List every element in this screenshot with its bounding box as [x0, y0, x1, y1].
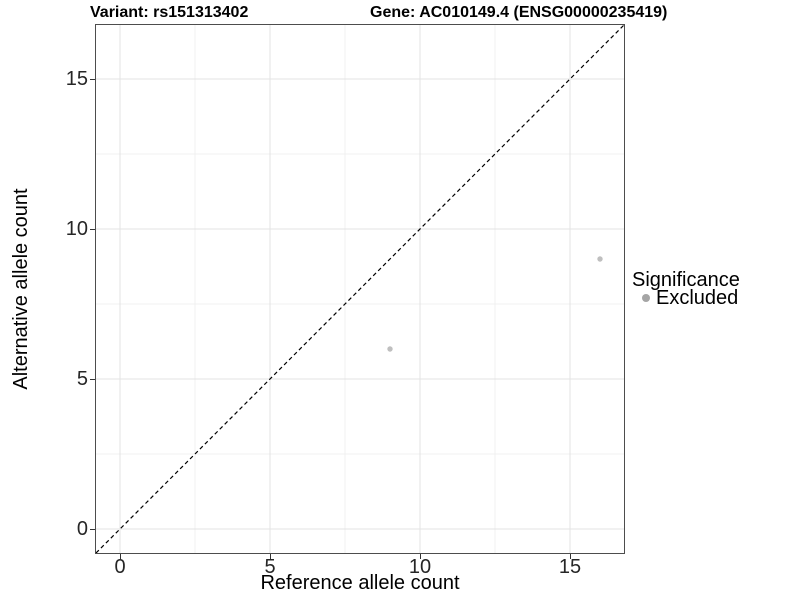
- legend-excluded-label: Excluded: [656, 287, 739, 309]
- x-axis-tick-mark: [269, 554, 271, 559]
- y-axis-tick-mark: [90, 378, 95, 380]
- legend-title: Significance: [632, 269, 740, 291]
- y-tick-label-0: 0: [76, 518, 88, 540]
- x-axis-title: Reference allele count: [260, 572, 460, 594]
- identity-dashed-line: [96, 25, 624, 553]
- x-tick-label-10: 10: [408, 556, 432, 578]
- y-axis-title: Alternative allele count: [10, 188, 32, 390]
- x-tick-label-15: 15: [558, 556, 582, 578]
- y-axis-tick-mark: [90, 228, 95, 230]
- plot-panel: [95, 24, 625, 554]
- y-tick-label-5: 5: [76, 368, 88, 390]
- gene-title: Gene: AC010149.4 (ENSG00000235419): [370, 4, 668, 21]
- y-axis-tick-mark: [90, 78, 95, 80]
- x-tick-label-5: 5: [264, 556, 276, 578]
- legend-excluded-dot-icon: [642, 294, 650, 302]
- data-point: [597, 256, 603, 262]
- y-axis-tick-mark: [90, 528, 95, 530]
- x-axis-tick-mark: [119, 554, 121, 559]
- x-tick-label-0: 0: [114, 556, 126, 578]
- x-axis-tick-mark: [419, 554, 421, 559]
- y-tick-label-15: 15: [65, 68, 88, 90]
- data-point: [387, 346, 393, 352]
- variant-title: Variant: rs151313402: [90, 4, 249, 21]
- panel-svg: [96, 25, 624, 553]
- x-axis-tick-mark: [569, 554, 571, 559]
- y-tick-label-10: 10: [65, 218, 88, 240]
